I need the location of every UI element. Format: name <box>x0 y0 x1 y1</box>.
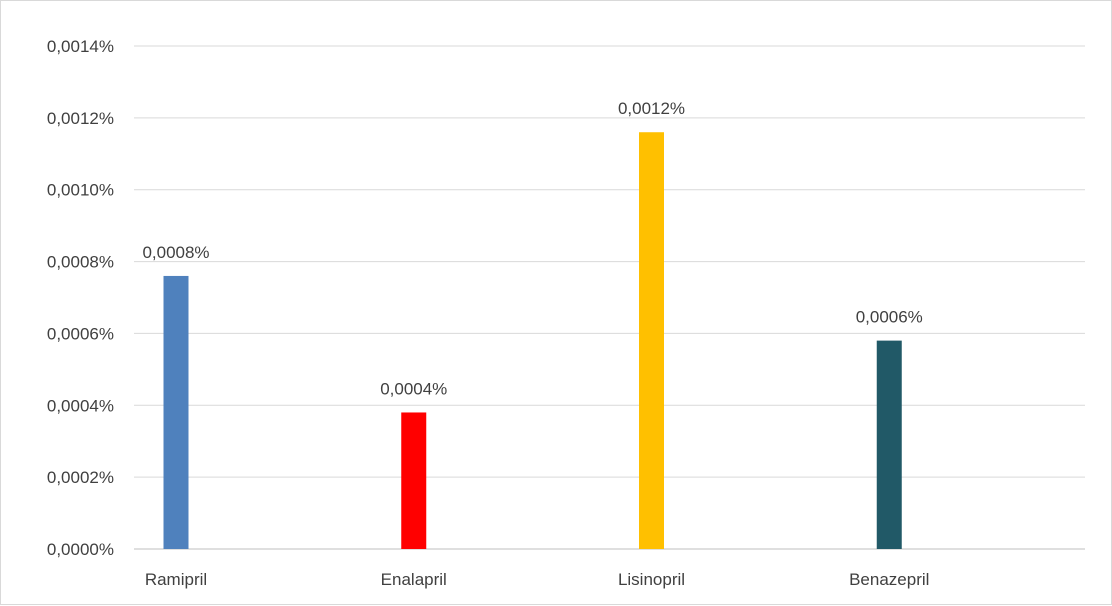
x-category-label: Ramipril <box>145 570 207 589</box>
bar-ramipril <box>163 275 189 549</box>
y-tick-label: 0,0002% <box>47 468 114 487</box>
data-label: 0,0008% <box>142 243 209 262</box>
bar-benazepril <box>876 340 902 549</box>
data-label: 0,0004% <box>380 379 447 398</box>
y-tick-label: 0,0008% <box>47 253 114 272</box>
y-tick-label: 0,0004% <box>47 396 114 415</box>
y-tick-label: 0,0000% <box>47 540 114 559</box>
bar-lisinopril <box>639 132 664 549</box>
y-tick-label: 0,0006% <box>47 324 114 343</box>
x-category-label: Benazepril <box>849 570 929 589</box>
y-tick-label: 0,0014% <box>47 37 114 56</box>
bar-enalapril <box>401 412 427 549</box>
data-label: 0,0012% <box>618 99 685 118</box>
data-label: 0,0006% <box>856 308 923 327</box>
x-category-label: Enalapril <box>381 570 447 589</box>
y-tick-label: 0,0012% <box>47 109 114 128</box>
y-tick-label: 0,0010% <box>47 181 114 200</box>
x-category-label: Lisinopril <box>618 570 685 589</box>
